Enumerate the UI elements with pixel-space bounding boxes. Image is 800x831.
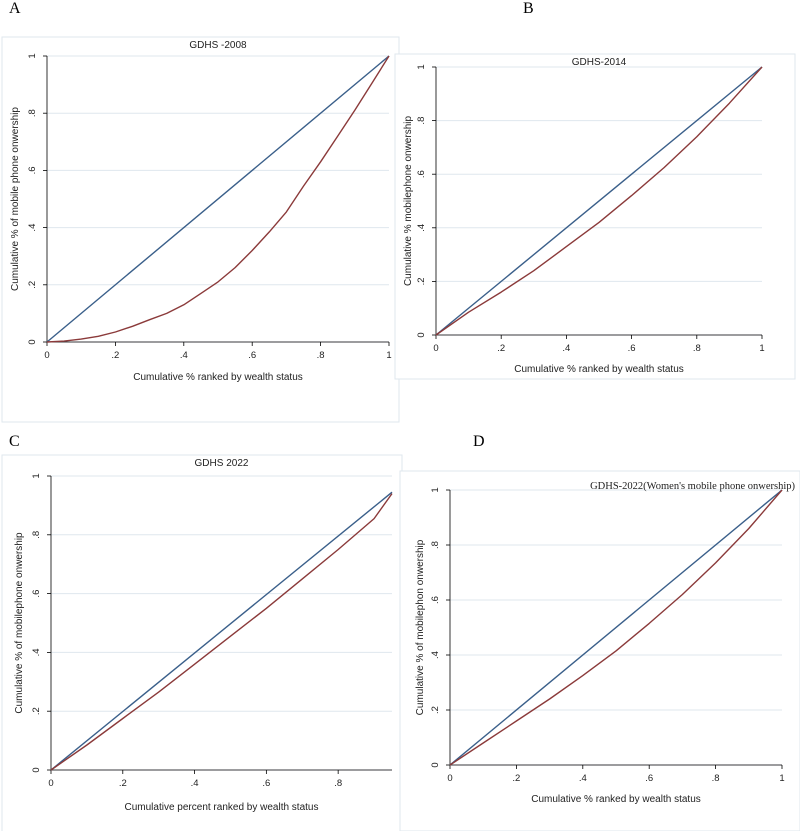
concentration-curve xyxy=(435,66,763,336)
equality-line xyxy=(50,491,393,771)
x-tick-label: .2 xyxy=(512,773,520,784)
x-tick-label: .8 xyxy=(317,350,325,361)
chart-frame xyxy=(1,454,403,831)
panel-letter-b: B xyxy=(523,0,534,17)
y-tick-label: .2 xyxy=(430,706,441,714)
panel-letter-d: D xyxy=(473,433,485,450)
equality-line xyxy=(46,55,390,343)
y-tick-label: .2 xyxy=(27,281,38,289)
chart-title: GDHS 2022 xyxy=(195,458,249,469)
y-tick-label: .4 xyxy=(27,224,38,232)
y-tick-label: .8 xyxy=(31,531,42,539)
x-tick-label: .4 xyxy=(562,343,570,354)
x-tick-label: .4 xyxy=(180,350,188,361)
y-tick-label: 1 xyxy=(27,53,38,58)
x-axis-title: Cumulative % ranked by wealth status xyxy=(514,364,684,375)
y-tick-label: .2 xyxy=(31,707,42,715)
y-tick-label: 0 xyxy=(31,767,42,772)
chart-title: GDHS -2008 xyxy=(189,40,247,51)
equality-line xyxy=(435,66,763,336)
concentration-curve xyxy=(50,493,393,771)
x-tick-label: .6 xyxy=(628,343,636,354)
y-tick-label: 0 xyxy=(27,339,38,344)
chart-title: GDHS-2022(Women's mobile phone onwership… xyxy=(590,481,795,492)
x-axis-title: Cumulative % ranked by wealth status xyxy=(531,794,701,805)
y-tick-label: .4 xyxy=(416,224,427,232)
x-tick-label: .8 xyxy=(693,343,701,354)
concentration-curve xyxy=(46,55,390,343)
x-tick-label: .8 xyxy=(712,773,720,784)
y-tick-label: 1 xyxy=(31,473,42,478)
panel-letter-c: C xyxy=(9,433,20,450)
x-tick-label: 0 xyxy=(447,773,452,784)
x-tick-label: .6 xyxy=(248,350,256,361)
y-tick-label: 1 xyxy=(430,487,441,492)
x-tick-label: .8 xyxy=(334,778,342,789)
x-tick-label: .2 xyxy=(119,778,127,789)
x-axis-title: Cumulative percent ranked by wealth stat… xyxy=(125,802,319,813)
chart-panel-1: 0 .2 .4 .6 .8 1 0 .2 .4 .6 .8 1 GDHS-2014 Cumulative … xyxy=(394,53,796,380)
y-tick-label: 1 xyxy=(416,64,427,69)
y-axis-title: Cumulative % of mobile phone onwership xyxy=(10,107,21,291)
x-tick-label: 0 xyxy=(433,343,438,354)
chart-frame xyxy=(1,36,400,423)
chart-panel-3: 0 .2 .4 .6 .8 1 0 .2 .4 .6 .8 1 GDHS-2022(Women's mo… xyxy=(399,470,800,831)
x-tick-label: 1 xyxy=(759,343,764,354)
y-tick-label: .6 xyxy=(27,166,38,174)
chart-panel-0: 0 .2 .4 .6 .8 1 0 .2 .4 .6 .8 1 GDHS -2008 Cumulative… xyxy=(1,36,400,423)
y-axis-title: Cumulative % mobilephone onwership xyxy=(403,116,414,287)
x-tick-label: .2 xyxy=(497,343,505,354)
x-tick-label: 0 xyxy=(44,350,49,361)
x-tick-label: .4 xyxy=(579,773,587,784)
x-tick-label: 1 xyxy=(779,773,784,784)
panel-letter-a: A xyxy=(9,0,21,17)
x-tick-label: .6 xyxy=(262,778,270,789)
y-tick-label: .6 xyxy=(430,596,441,604)
y-tick-label: .8 xyxy=(27,109,38,117)
y-tick-label: .8 xyxy=(430,541,441,549)
chart-frame xyxy=(394,53,796,380)
y-axis-title: Cumulative % of mobilephon onwership xyxy=(415,539,426,715)
x-tick-label: .4 xyxy=(191,778,199,789)
x-tick-label: .6 xyxy=(645,773,653,784)
y-tick-label: .2 xyxy=(416,277,427,285)
x-tick-label: 1 xyxy=(386,350,391,361)
y-tick-label: 0 xyxy=(430,762,441,767)
y-tick-label: 0 xyxy=(416,332,427,337)
x-tick-label: .2 xyxy=(111,350,119,361)
concentration-curve xyxy=(449,489,783,766)
chart-panel-2: 0 .2 .4 .6 .8 1 0 .2 .4 .6 .8 GDHS 2022 Cumulative p… xyxy=(1,454,403,831)
y-axis-title: Cumulative % of mobilephone onwership xyxy=(14,532,25,714)
y-tick-label: .4 xyxy=(430,651,441,659)
equality-line xyxy=(449,489,783,766)
y-tick-label: .4 xyxy=(31,648,42,656)
y-tick-label: .8 xyxy=(416,117,427,125)
y-tick-label: .6 xyxy=(31,590,42,598)
y-tick-label: .6 xyxy=(416,170,427,178)
chart-title: GDHS-2014 xyxy=(572,57,627,68)
x-tick-label: 0 xyxy=(48,778,53,789)
x-axis-title: Cumulative % ranked by wealth status xyxy=(133,372,303,383)
